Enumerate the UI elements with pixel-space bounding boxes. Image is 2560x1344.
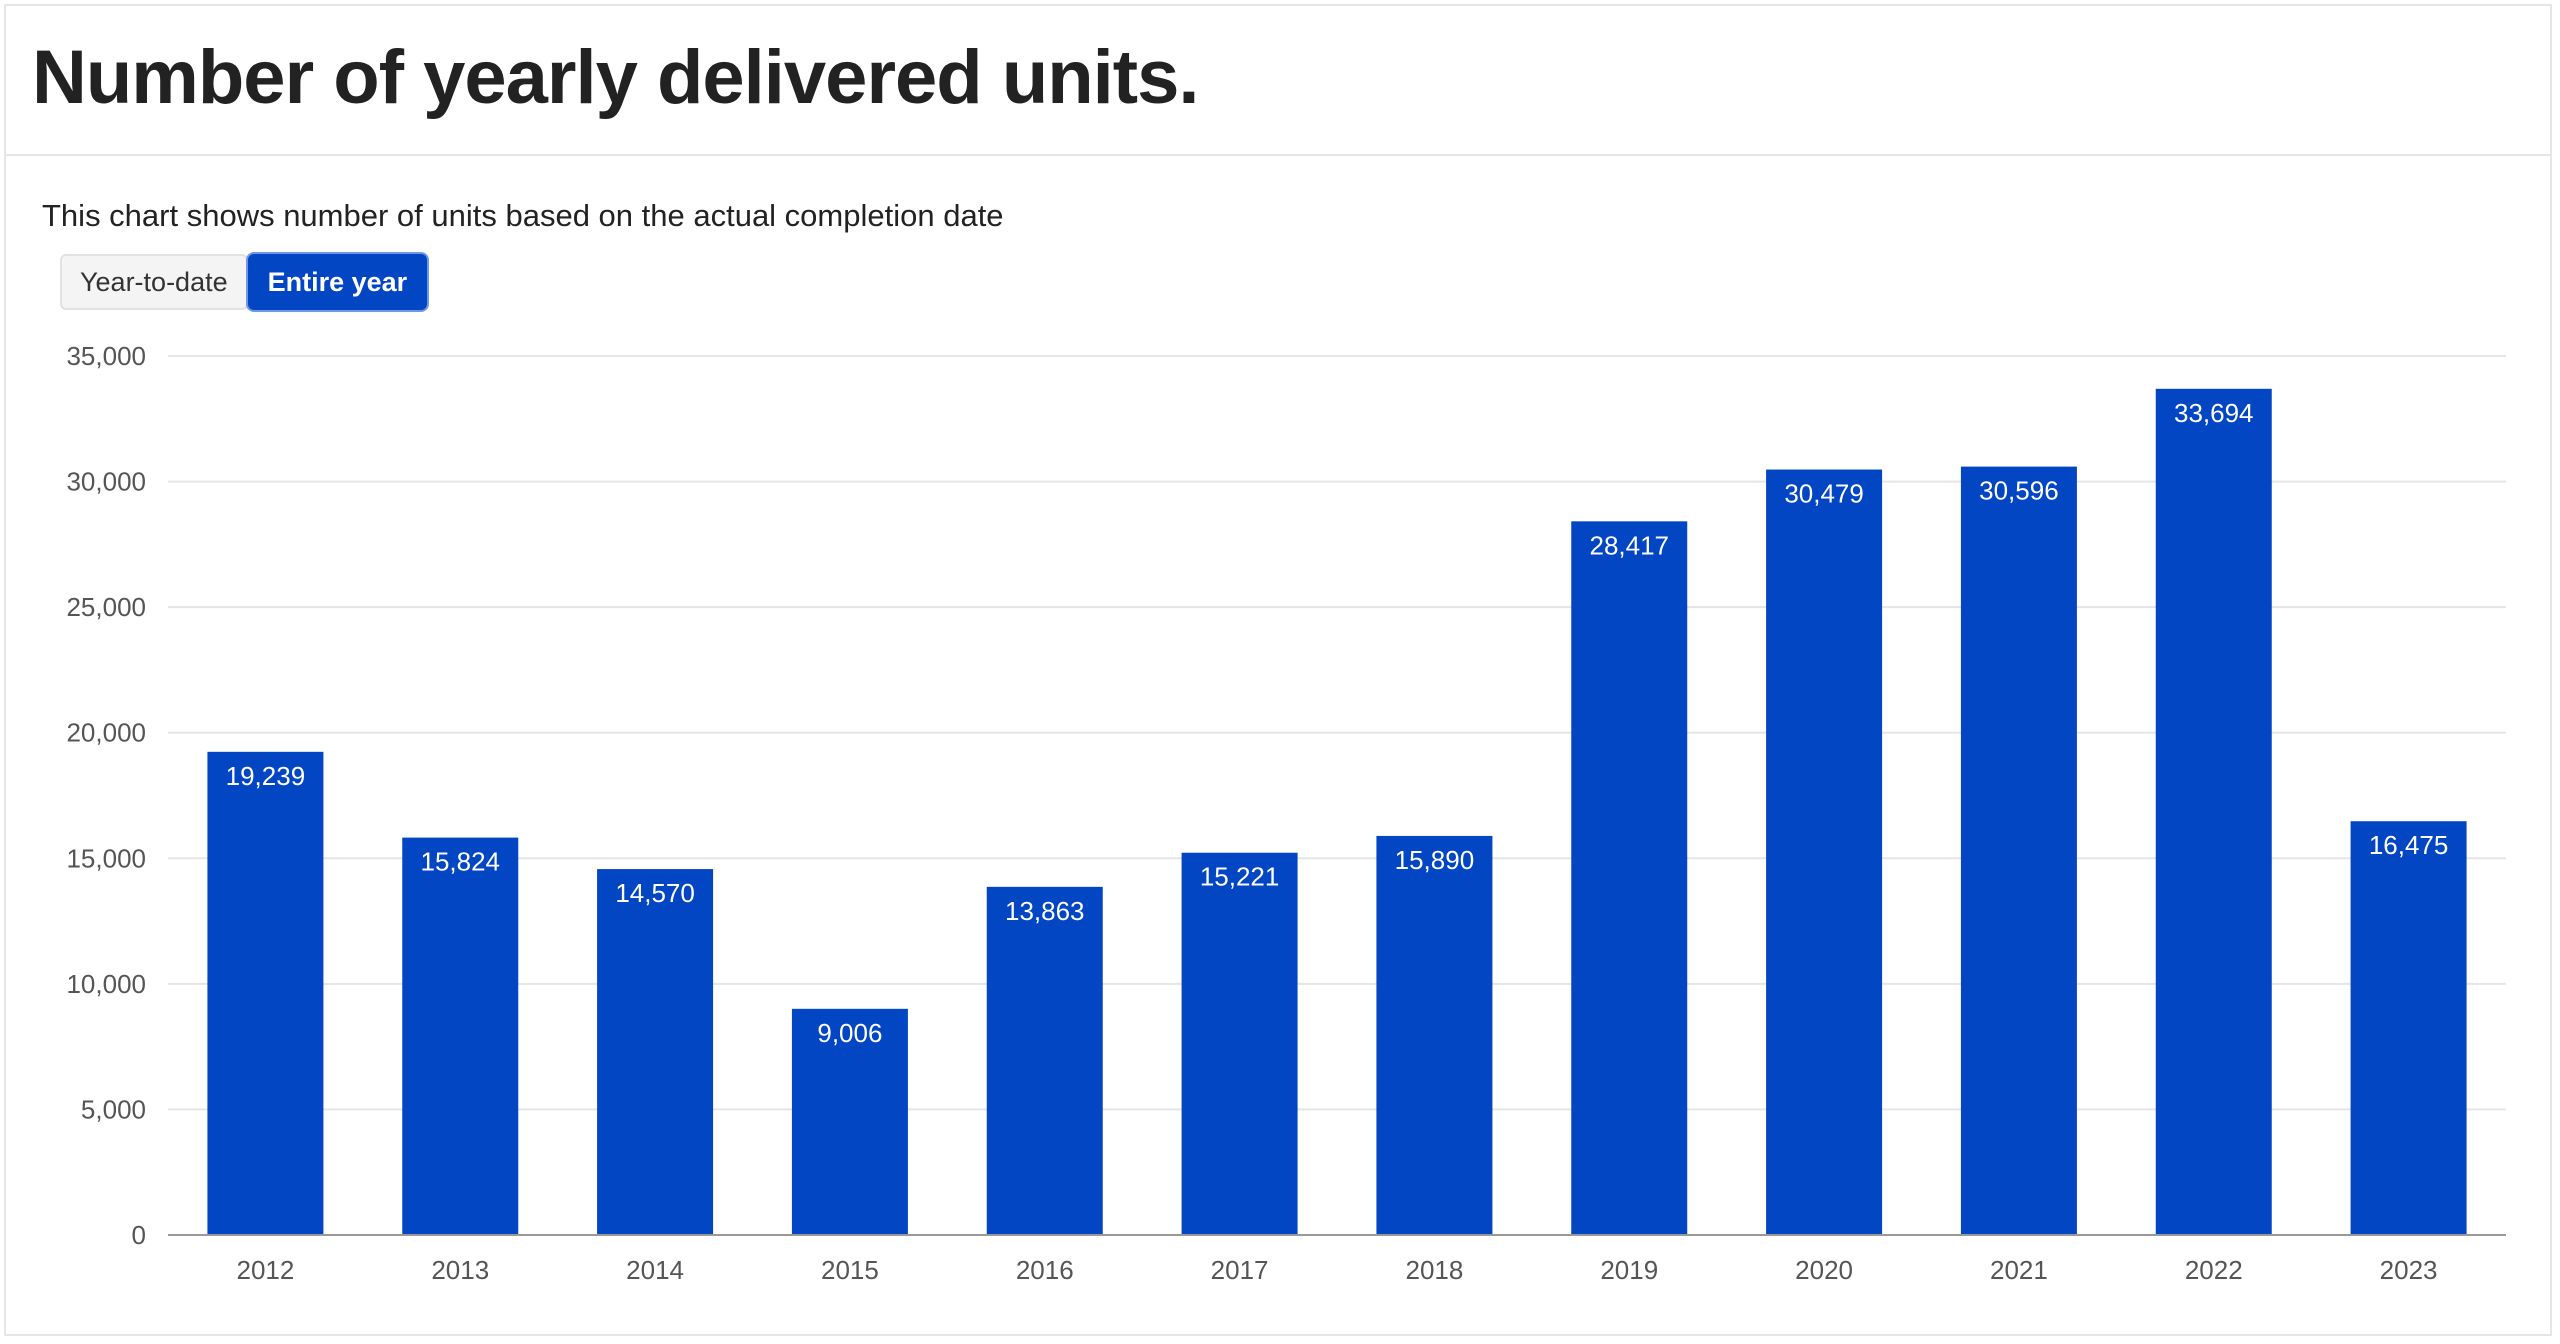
year-to-date-button[interactable]: Year-to-date	[60, 254, 248, 310]
chart-description: This chart shows number of units based o…	[42, 198, 1004, 233]
bar-value-label: 15,221	[1200, 862, 1280, 892]
bar-2021[interactable]	[1960, 466, 2077, 1236]
y-tick-label: 25,000	[66, 592, 146, 622]
x-tick-label: 2015	[821, 1255, 879, 1285]
grid-lines	[168, 355, 2506, 1111]
x-tick-label: 2022	[2185, 1255, 2243, 1285]
bar-2012[interactable]	[207, 751, 324, 1235]
bar-value-label: 15,824	[420, 847, 500, 877]
x-tick-label: 2020	[1795, 1255, 1853, 1285]
bar-value-labels: 19,239 15,824 14,570 9,006 13,863 15,221 15,89…	[226, 398, 2449, 1048]
bar-value-label: 28,417	[1589, 530, 1669, 560]
bar-2020[interactable]	[1766, 469, 1883, 1235]
x-tick-label: 2017	[1211, 1255, 1269, 1285]
x-tick-label: 2012	[236, 1255, 294, 1285]
bar-2014[interactable]	[597, 869, 714, 1235]
period-toggle: Year-to-date Entire year	[60, 254, 428, 310]
entire-year-button[interactable]: Entire year	[247, 254, 428, 310]
bar-2013[interactable]	[402, 837, 519, 1235]
bar-2015[interactable]	[791, 1008, 908, 1235]
y-tick-label: 0	[132, 1220, 146, 1250]
x-axis-ticks: 2012 2013 2014 2015 2016 2017 2018 2019 2020 2021…	[236, 1255, 2437, 1285]
chart-card: Number of yearly delivered units. This c…	[4, 4, 2552, 1336]
x-tick-label: 2016	[1016, 1255, 1074, 1285]
bar-value-label: 19,239	[226, 761, 306, 791]
x-tick-label: 2021	[1990, 1255, 2048, 1285]
y-tick-label: 35,000	[66, 341, 146, 371]
y-tick-label: 15,000	[66, 843, 146, 873]
bar-2018[interactable]	[1376, 835, 1493, 1235]
x-tick-label: 2014	[626, 1255, 684, 1285]
bar-value-label: 13,863	[1005, 896, 1085, 926]
bar-value-label: 9,006	[817, 1018, 882, 1048]
y-tick-label: 20,000	[66, 718, 146, 748]
bar-2023[interactable]	[2350, 821, 2467, 1235]
bar-value-label: 14,570	[615, 878, 695, 908]
card-header: Number of yearly delivered units.	[6, 6, 2550, 156]
bar-2022[interactable]	[2155, 388, 2272, 1235]
x-tick-label: 2019	[1600, 1255, 1658, 1285]
bars	[207, 388, 2467, 1236]
x-tick-label: 2023	[2380, 1255, 2438, 1285]
x-tick-label: 2013	[431, 1255, 489, 1285]
page-title: Number of yearly delivered units.	[32, 35, 1199, 120]
y-tick-label: 30,000	[66, 467, 146, 497]
bar-value-label: 15,890	[1395, 845, 1475, 875]
bar-value-label: 30,596	[1979, 476, 2059, 506]
bar-value-label: 30,479	[1784, 479, 1864, 509]
bar-chart: 0 5,000 10,000 15,000 20,000 25,000 30,000 35,0…	[66, 341, 2506, 1285]
bar-value-label: 16,475	[2369, 830, 2449, 860]
bar-2016[interactable]	[986, 886, 1103, 1235]
y-axis-ticks: 0 5,000 10,000 15,000 20,000 25,000 30,000 35,0…	[66, 341, 146, 1250]
bar-2017[interactable]	[1181, 852, 1298, 1235]
bar-value-label: 33,694	[2174, 398, 2254, 428]
x-tick-label: 2018	[1405, 1255, 1463, 1285]
y-tick-label: 5,000	[81, 1094, 146, 1124]
y-tick-label: 10,000	[66, 969, 146, 999]
bar-2019[interactable]	[1571, 521, 1688, 1235]
